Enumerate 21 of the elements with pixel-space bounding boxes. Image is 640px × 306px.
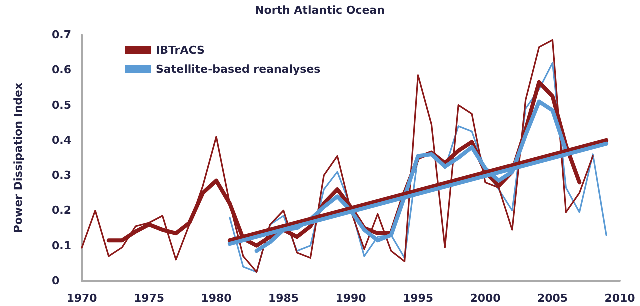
x-tick-label: 1990 — [336, 292, 367, 305]
y-tick-label: 0.5 — [52, 98, 72, 112]
legend-label: IBTrACS — [156, 44, 205, 57]
chart-title: North Atlantic Ocean — [255, 4, 385, 17]
x-tick-label: 1985 — [268, 292, 300, 305]
y-tick-label: 0.1 — [52, 239, 72, 252]
y-tick-label: 0.3 — [52, 169, 72, 182]
x-tick-label: 2005 — [537, 292, 568, 305]
y-tick-label: 0 — [52, 274, 60, 288]
x-tick-label: 1970 — [66, 292, 98, 305]
y-tick-label: 0.2 — [52, 204, 72, 218]
y-axis-title: Power Dissipation Index — [12, 82, 25, 234]
x-tick-label: 2000 — [470, 292, 502, 305]
x-tick-label: 2010 — [604, 292, 636, 305]
x-tick-label: 1995 — [402, 292, 434, 305]
y-tick-label: 0.7 — [52, 28, 72, 42]
y-tick-label: 0.6 — [52, 64, 72, 77]
x-tick-label: 1980 — [201, 292, 232, 305]
y-tick-label: 0.4 — [52, 134, 72, 147]
x-tick-label: 1975 — [134, 292, 165, 305]
legend-label: Satellite-based reanalyses — [156, 63, 322, 76]
